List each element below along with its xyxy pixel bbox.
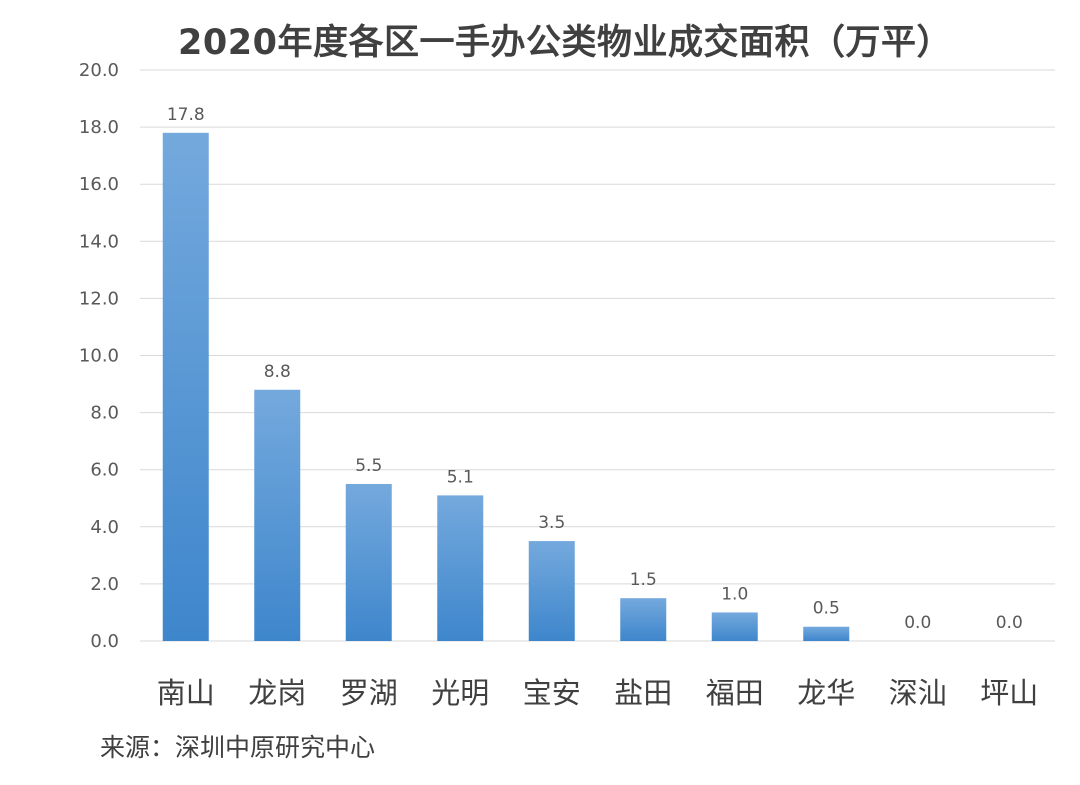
bar-龙岗	[254, 389, 301, 641]
y-tick-label: 20.0	[79, 60, 119, 81]
y-tick-label: 18.0	[79, 117, 119, 138]
y-tick-label: 0.0	[90, 631, 119, 652]
category-label: 宝安	[523, 676, 581, 710]
y-tick-label: 8.0	[90, 403, 119, 424]
y-tick-label: 4.0	[90, 517, 119, 538]
y-tick-label: 6.0	[90, 460, 119, 481]
y-tick-label: 14.0	[79, 231, 119, 252]
y-tick-label: 16.0	[79, 174, 119, 195]
data-label: 0.0	[996, 613, 1023, 633]
data-label: 3.5	[538, 513, 565, 533]
bar-罗湖	[345, 483, 392, 641]
bars	[162, 132, 850, 641]
bar-宝安	[528, 541, 575, 641]
category-label: 深汕	[889, 676, 947, 710]
data-label: 0.0	[904, 613, 931, 633]
chart-title: 2020年度各区一手办公类物业成交面积（万平）	[178, 23, 952, 63]
y-tick-label: 10.0	[79, 346, 119, 367]
data-label: 5.5	[355, 456, 382, 476]
data-label: 1.0	[721, 584, 748, 604]
bar-光明	[437, 495, 484, 641]
data-label: 5.1	[447, 467, 474, 487]
y-tick-label: 2.0	[90, 574, 119, 595]
y-axis-tick-labels: 0.0 2.0 4.0 6.0 8.0 10.0 12.0 14.0 16.0 18.0 20.0	[79, 60, 119, 652]
source-note: 来源：深圳中原研究中心	[100, 733, 376, 762]
y-tick-label: 12.0	[79, 288, 119, 309]
bar-龙华	[803, 626, 850, 641]
category-label: 南山	[157, 676, 215, 710]
category-label: 盐田	[614, 676, 672, 710]
bar-盐田	[620, 598, 667, 641]
x-axis-category-labels: 南山 龙岗 罗湖 光明 宝安 盐田 福田 龙华 深汕 坪山	[157, 676, 1039, 710]
data-label: 0.5	[813, 599, 840, 619]
data-labels: 17.8 8.8 5.5 5.1 3.5 1.5 1.0 0.5 0.0 0.0	[167, 105, 1023, 633]
data-label: 8.8	[264, 362, 291, 382]
bar-福田	[711, 612, 758, 641]
bar-南山	[162, 132, 209, 641]
category-label: 光明	[431, 676, 489, 710]
category-label: 福田	[706, 676, 764, 710]
category-label: 龙华	[797, 676, 855, 710]
data-label: 17.8	[167, 105, 205, 125]
category-label: 坪山	[980, 676, 1038, 710]
category-label: 罗湖	[340, 676, 398, 710]
category-label: 龙岗	[248, 676, 306, 710]
data-label: 1.5	[630, 570, 657, 590]
